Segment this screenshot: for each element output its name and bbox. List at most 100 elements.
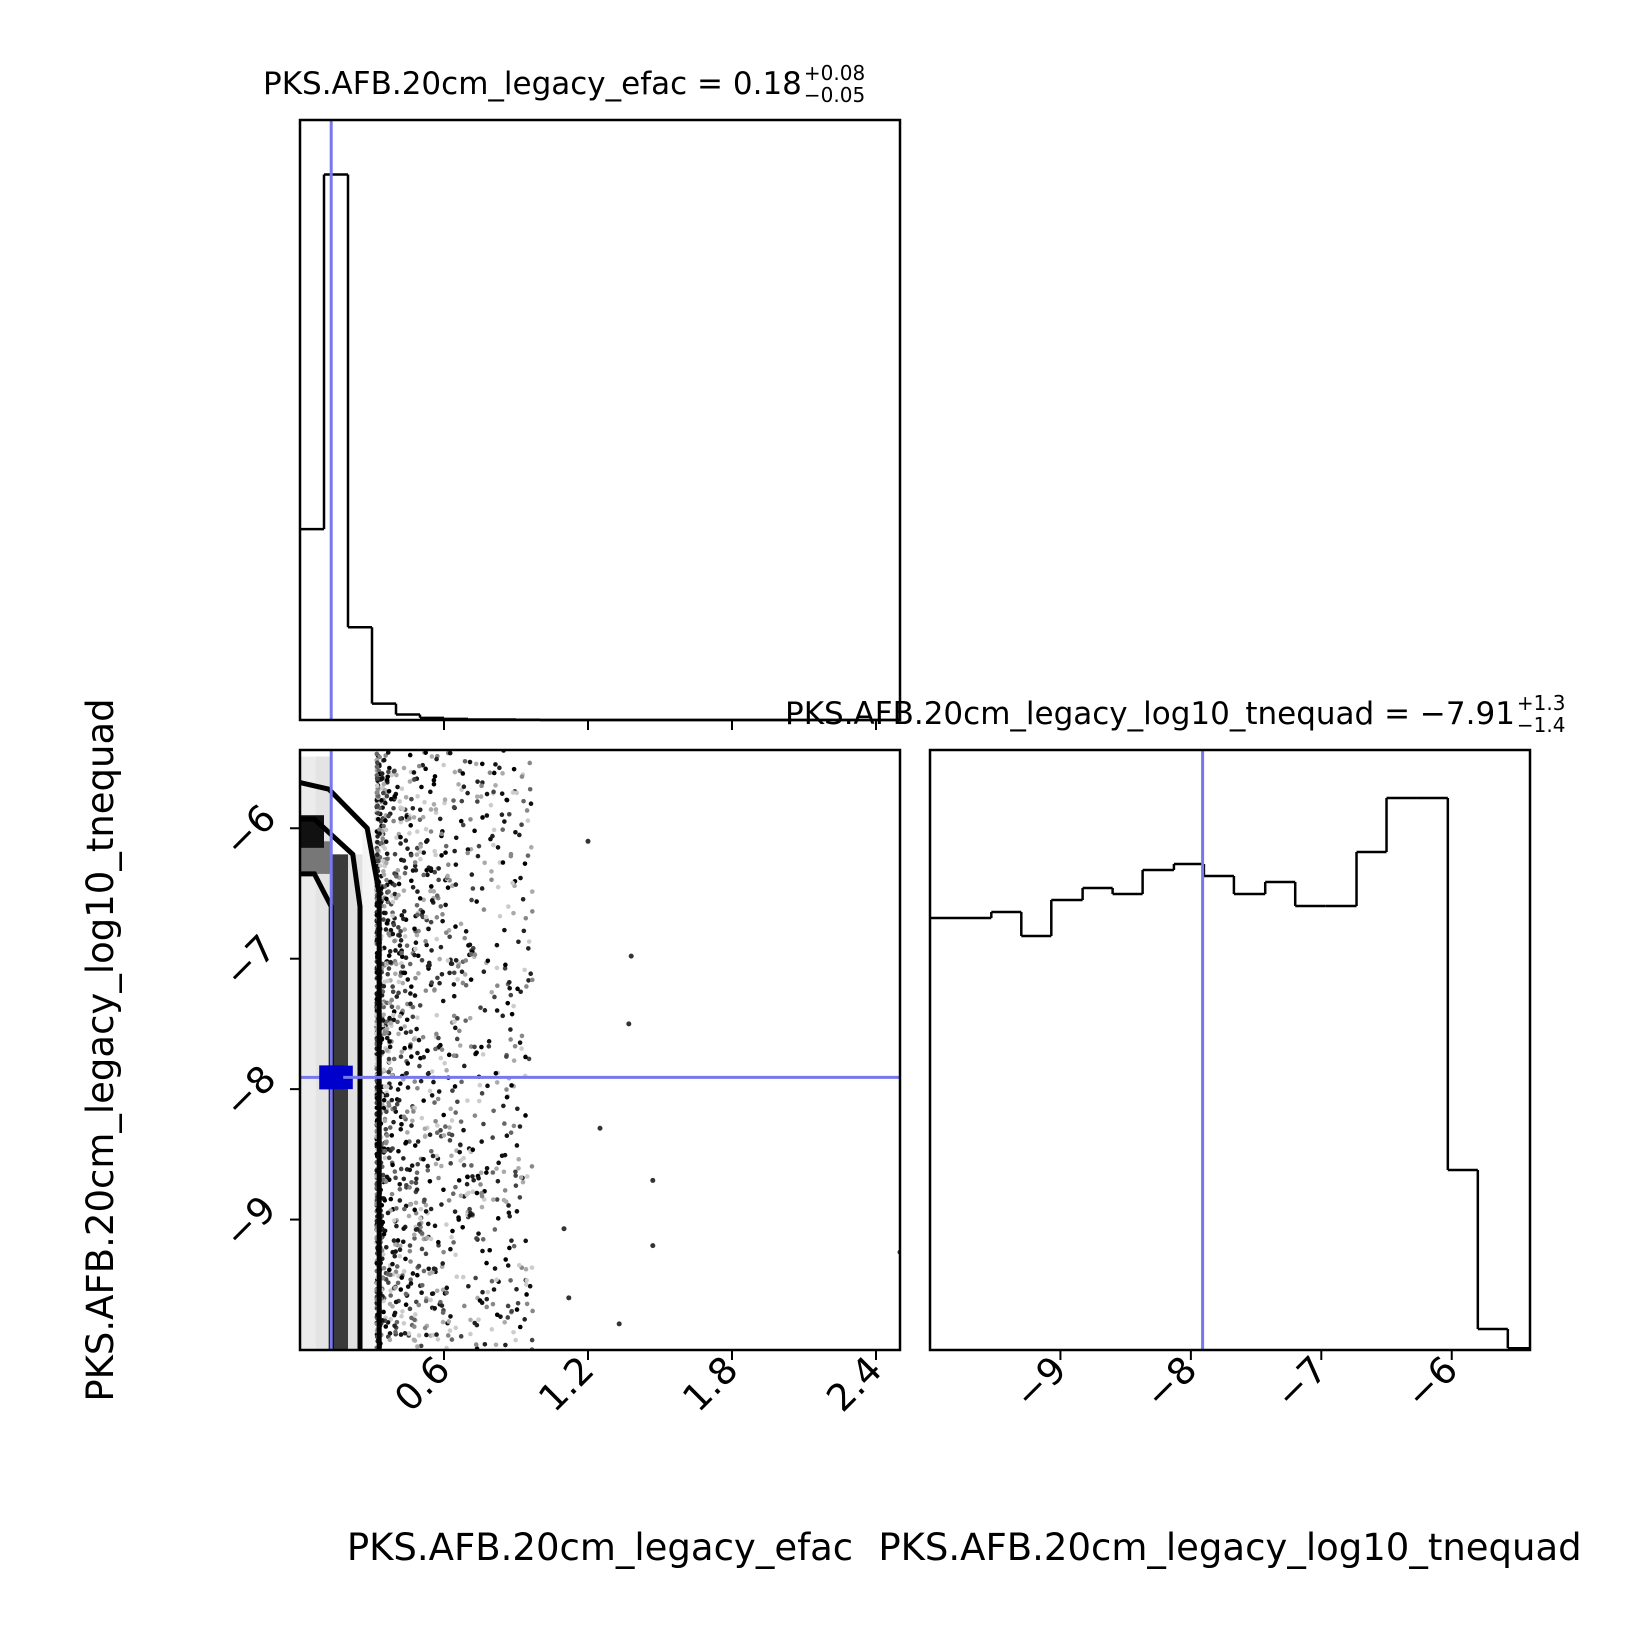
tnequad-title-median: −7.91 bbox=[1420, 696, 1515, 732]
scatter-point bbox=[439, 1163, 444, 1169]
scatter-point bbox=[387, 1039, 392, 1044]
scatter-point bbox=[388, 1293, 394, 1298]
joint-scatter-panel: 0.6 1.2 1.8 2.4 −6 −7 −8 −9 PKS.AFB.20cm_legacy… bbox=[79, 698, 902, 1569]
scatter-point bbox=[465, 1098, 470, 1103]
scatter-point bbox=[398, 1026, 404, 1032]
scatter-point bbox=[467, 1213, 473, 1218]
scatter-point bbox=[383, 827, 389, 833]
scatter-point bbox=[414, 932, 420, 938]
scatter-point bbox=[462, 935, 468, 941]
scatter-point bbox=[488, 836, 493, 842]
scatter-point bbox=[524, 1174, 530, 1179]
scatter-point bbox=[441, 1249, 446, 1255]
scatter-point bbox=[397, 1198, 403, 1203]
scatter-point bbox=[462, 1303, 467, 1309]
tnequad-histogram-panel: PKS.AFB.20cm_legacy_log10_tnequad = −7.9… bbox=[785, 691, 1582, 1569]
scatter-point bbox=[389, 997, 395, 1003]
scatter-point bbox=[383, 1126, 389, 1132]
scatter-point bbox=[397, 1013, 403, 1019]
scatter-point bbox=[451, 1013, 457, 1019]
scatter-point bbox=[433, 807, 439, 812]
scatter-point bbox=[382, 1148, 388, 1154]
scatter-point bbox=[381, 868, 386, 874]
scatter-point bbox=[507, 1245, 512, 1251]
scatter-point bbox=[429, 1149, 434, 1154]
scatter-point bbox=[374, 790, 380, 796]
scatter-point bbox=[390, 1304, 395, 1309]
scatter-point bbox=[529, 845, 534, 850]
scatter-point bbox=[526, 939, 532, 944]
scatter-point bbox=[383, 1324, 389, 1329]
scatter-point bbox=[509, 1308, 514, 1314]
scatter-point bbox=[414, 1026, 419, 1032]
scatter-point bbox=[487, 770, 493, 776]
scatter-point bbox=[480, 815, 485, 820]
scatter-point bbox=[412, 993, 418, 998]
scatter-point bbox=[435, 1123, 440, 1128]
scatter-point bbox=[409, 1179, 414, 1185]
efac-x-tick-label: 1.2 bbox=[530, 1348, 602, 1420]
scatter-point bbox=[393, 961, 399, 967]
scatter-point bbox=[393, 971, 398, 977]
scatter-point bbox=[386, 1056, 392, 1062]
efac-x-axis-label: PKS.AFB.20cm_legacy_efac bbox=[347, 1526, 853, 1569]
scatter-point bbox=[422, 1197, 427, 1203]
scatter-point bbox=[424, 867, 429, 873]
scatter-point bbox=[384, 920, 390, 926]
scatter-point bbox=[469, 1163, 474, 1168]
scatter-point bbox=[407, 1248, 413, 1254]
scatter-point bbox=[391, 1056, 397, 1062]
scatter-point bbox=[513, 1169, 518, 1175]
scatter-point bbox=[382, 1031, 387, 1037]
scatter-point bbox=[431, 802, 437, 807]
scatter-point bbox=[407, 816, 412, 821]
scatter-point bbox=[400, 1239, 406, 1245]
scatter-point bbox=[425, 1163, 431, 1169]
scatter-point bbox=[398, 841, 403, 846]
tnequad-x-tick-label: −6 bbox=[1397, 1348, 1466, 1417]
scatter-point bbox=[463, 982, 469, 988]
scatter-point bbox=[411, 1109, 416, 1114]
scatter-point bbox=[401, 858, 407, 863]
scatter-point bbox=[459, 1079, 464, 1085]
scatter-point bbox=[466, 1283, 471, 1289]
scatter-point bbox=[419, 1246, 425, 1252]
scatter-point bbox=[380, 1172, 386, 1178]
scatter-point bbox=[425, 1235, 430, 1241]
scatter-point bbox=[650, 1243, 656, 1249]
scatter-point bbox=[434, 915, 440, 920]
scatter-point bbox=[520, 1179, 526, 1185]
scatter-point bbox=[460, 771, 466, 776]
scatter-point bbox=[452, 848, 457, 854]
scatter-point bbox=[517, 832, 522, 838]
scatter-point bbox=[416, 1333, 422, 1338]
scatter-point bbox=[465, 790, 470, 796]
scatter-point bbox=[401, 1226, 406, 1231]
scatter-point bbox=[388, 1196, 394, 1202]
scatter-point bbox=[460, 980, 466, 986]
scatter-point bbox=[441, 1112, 446, 1118]
scatter-point bbox=[472, 952, 478, 957]
scatter-point bbox=[378, 863, 383, 868]
scatter-point bbox=[419, 1282, 425, 1288]
scatter-point bbox=[453, 862, 459, 867]
scatter-point bbox=[480, 1289, 485, 1295]
scatter-point bbox=[444, 1068, 449, 1073]
scatter-point bbox=[435, 1337, 441, 1342]
scatter-point bbox=[455, 977, 460, 982]
scatter-point bbox=[381, 1309, 386, 1315]
scatter-point bbox=[444, 1285, 450, 1291]
scatter-point bbox=[468, 1331, 473, 1337]
scatter-point bbox=[508, 1037, 513, 1042]
scatter-point bbox=[597, 1125, 603, 1131]
scatter-point bbox=[514, 1307, 520, 1312]
scatter-point bbox=[506, 1210, 512, 1216]
scatter-point bbox=[408, 852, 414, 858]
scatter-point bbox=[469, 872, 475, 877]
scatter-point bbox=[495, 1178, 501, 1184]
scatter-point bbox=[394, 835, 399, 840]
scatter-point bbox=[458, 1193, 464, 1198]
scatter-point bbox=[446, 1319, 452, 1324]
scatter-point bbox=[528, 971, 534, 977]
scatter-point bbox=[391, 1119, 396, 1125]
